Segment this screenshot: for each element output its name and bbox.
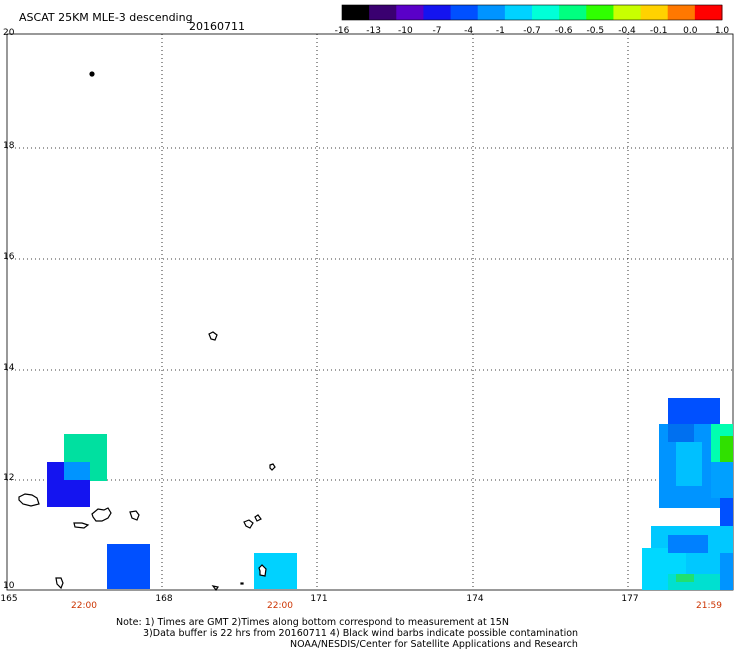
colorbar-label: -16 <box>334 26 350 36</box>
data-cell <box>720 498 733 526</box>
data-cell <box>711 462 733 498</box>
lat-label-14: 14 <box>3 363 15 373</box>
island <box>18 493 40 507</box>
island <box>91 507 112 522</box>
wind-data-cells-west <box>47 434 297 589</box>
data-cell <box>668 398 720 424</box>
data-cell <box>676 442 702 486</box>
colorbar-label: -7 <box>432 26 442 36</box>
island <box>208 331 218 341</box>
colorbar-label: -0.5 <box>586 26 605 36</box>
colorbar-swatch <box>640 5 669 20</box>
product-date: 20160711 <box>189 20 245 33</box>
data-cell <box>720 436 733 462</box>
island <box>73 522 90 529</box>
data-cell <box>668 424 694 442</box>
data-cell <box>720 553 733 590</box>
lon-label-165: 165 <box>0 594 18 604</box>
note-line-2: 3)Data buffer is 22 hrs from 20160711 4)… <box>143 628 579 639</box>
lat-label-16: 16 <box>3 252 15 262</box>
colorbar-label: -1 <box>495 26 505 36</box>
time-label-2: 22:00 <box>267 601 293 611</box>
colorbar-swatch <box>667 5 696 20</box>
colorbar-swatch <box>504 5 533 20</box>
graticule <box>7 34 733 590</box>
colorbar-swatch <box>477 5 506 20</box>
colorbar-frame <box>341 4 723 21</box>
data-cell <box>668 535 708 553</box>
colorbar-swatch <box>613 5 642 20</box>
colorbar-swatch <box>532 5 560 20</box>
colorbar-swatch <box>369 5 397 20</box>
island <box>240 582 244 585</box>
colorbar-label: -0.6 <box>554 26 573 36</box>
colorbar-label: -4 <box>464 26 474 36</box>
lat-label-18: 18 <box>3 141 15 151</box>
island <box>243 519 254 529</box>
island <box>258 564 267 577</box>
island <box>254 514 262 522</box>
note-line-3: NOAA/NESDIS/Center for Satellite Applica… <box>290 639 578 650</box>
colorbar-label: -0.4 <box>618 26 636 36</box>
lon-label-168: 168 <box>155 594 173 604</box>
colorbar-swatch <box>694 5 723 20</box>
colorbar-swatch <box>450 5 479 20</box>
wind-data-cells-east <box>642 398 733 590</box>
colorbar-swatch <box>423 5 452 20</box>
lon-label-171: 171 <box>310 594 328 604</box>
colorbar <box>341 4 723 21</box>
colorbar-label: -0.1 <box>649 26 668 36</box>
island <box>269 463 276 471</box>
colorbar-label: -10 <box>397 26 413 36</box>
time-label-3: 21:59 <box>696 601 722 611</box>
time-label-1: 22:00 <box>71 601 97 611</box>
data-cell <box>107 544 150 589</box>
lat-label-10: 10 <box>3 581 15 591</box>
colorbar-swatch <box>559 5 587 20</box>
island-wake <box>89 71 95 77</box>
colorbar-label: 1.0 <box>714 26 730 36</box>
colorbar-label: -13 <box>366 26 382 36</box>
plot-frame <box>6 33 734 591</box>
island <box>129 510 140 521</box>
colorbar-swatch <box>586 5 614 20</box>
island-outlines <box>18 71 276 592</box>
island <box>55 577 64 590</box>
note-line-1: Note: 1) Times are GMT 2)Times along bot… <box>116 617 509 628</box>
colorbar-swatch <box>342 5 370 20</box>
island <box>211 585 219 592</box>
lat-label-12: 12 <box>3 473 15 483</box>
product-title: ASCAT 25KM MLE-3 descending <box>19 11 193 24</box>
data-cell <box>64 462 90 480</box>
colorbar-label: 0.0 <box>683 26 698 36</box>
colorbar-swatch <box>396 5 424 20</box>
lon-label-177: 177 <box>621 594 639 604</box>
lon-label-174: 174 <box>466 594 484 604</box>
colorbar-label: -0.7 <box>523 26 541 36</box>
lat-label-20: 20 <box>3 28 15 38</box>
data-cell <box>676 574 694 582</box>
